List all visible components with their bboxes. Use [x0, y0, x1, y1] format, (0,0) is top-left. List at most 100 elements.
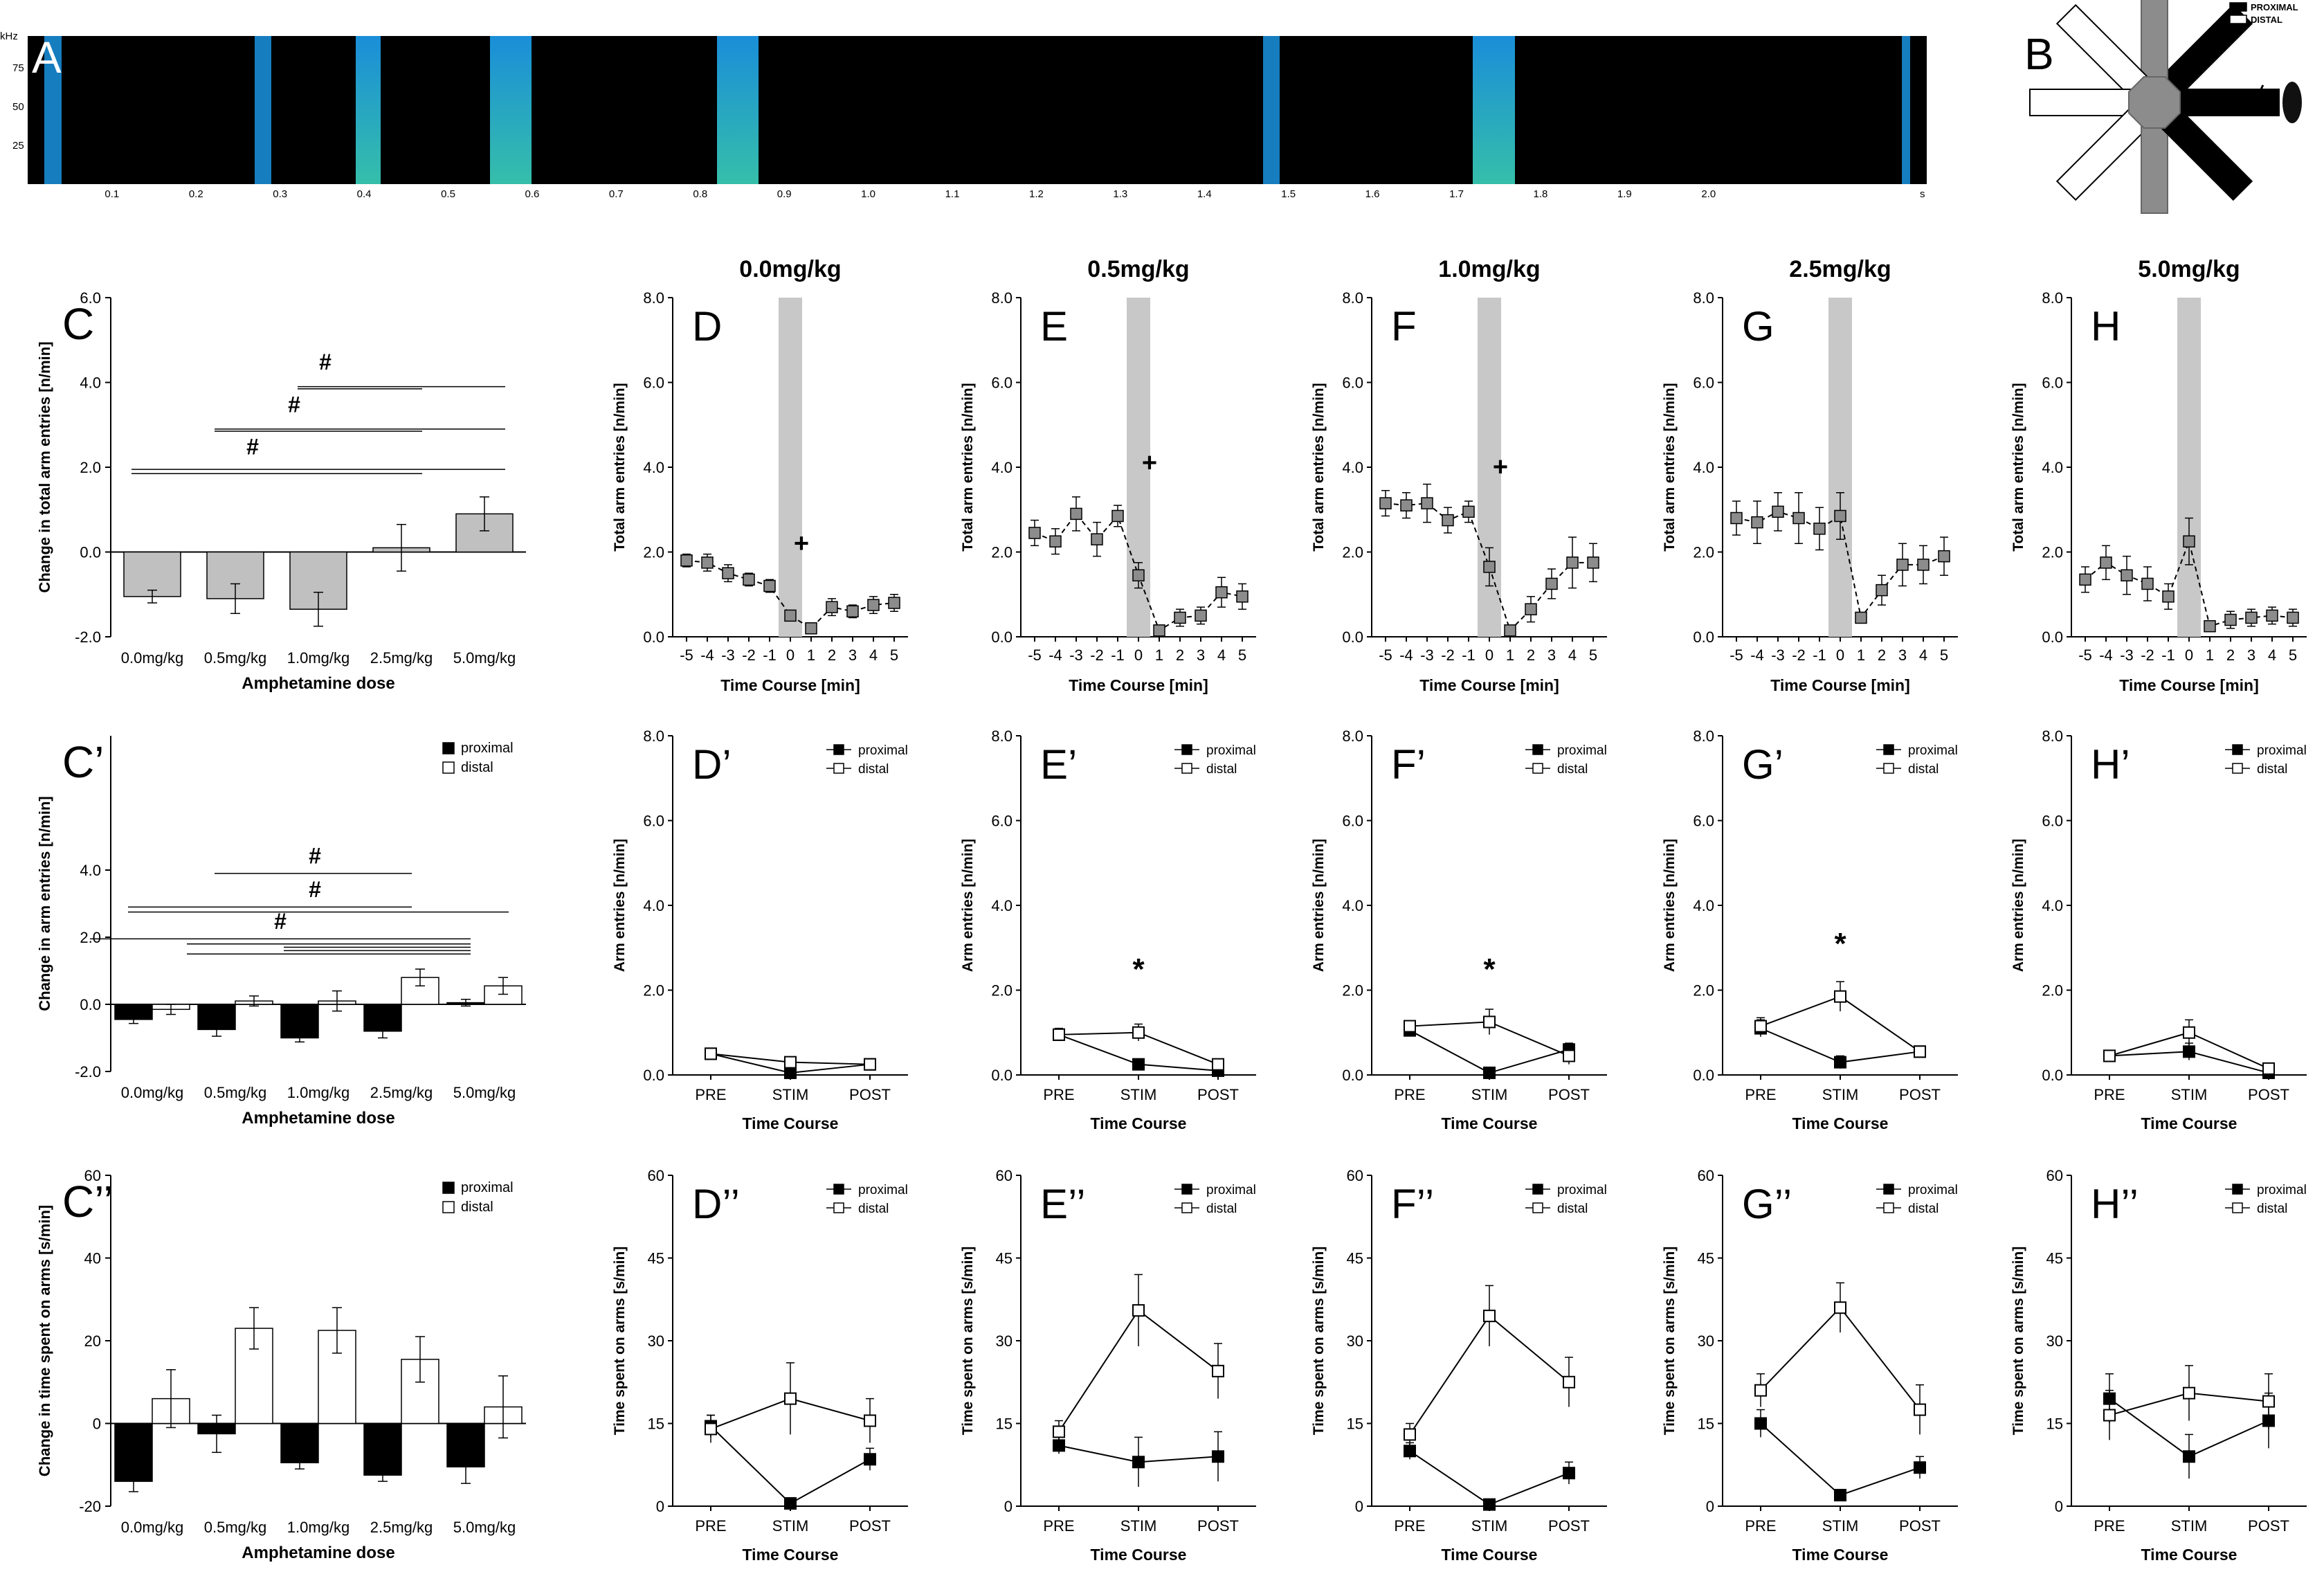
- x-axis-label: Time Course: [1091, 1114, 1187, 1132]
- data-point: [1483, 1498, 1496, 1511]
- panel-letter: H’’: [2091, 1181, 2139, 1227]
- data-point: [1938, 550, 1950, 563]
- legend-swatch: [442, 1201, 455, 1213]
- significance-mark: #: [309, 843, 321, 868]
- column-title: 0.5mg/kg: [1087, 256, 1189, 282]
- significance-mark: *: [1132, 952, 1145, 986]
- x-tick-label: 1: [1857, 646, 1865, 664]
- legend-label: distal: [1557, 762, 1588, 777]
- x-tick-label: STIM: [772, 1517, 809, 1535]
- y-tick-label: 0: [1004, 1498, 1013, 1515]
- bar: [280, 1004, 319, 1039]
- y-tick-label: 6.0: [1693, 374, 1714, 392]
- legend-swatch: [442, 1182, 455, 1194]
- y-tick-label: 8.0: [643, 289, 664, 307]
- spectrogram-burst: [1473, 36, 1516, 184]
- legend-marker: [1883, 1202, 1894, 1213]
- x-tick-label: 0.0mg/kg: [121, 1084, 184, 1101]
- x-tick-label: -5: [1730, 646, 1743, 664]
- spectrogram-x-tick: 0.1: [105, 188, 120, 200]
- data-point: [1772, 505, 1784, 518]
- y-axis-label: Time spent on arms [s/min]: [2010, 1247, 2026, 1436]
- x-tick-label: -4: [2099, 646, 2113, 664]
- legend-label: distal: [858, 762, 889, 777]
- y-tick-label: 2.0: [1342, 544, 1363, 561]
- panel-letter: F: [1391, 303, 1417, 350]
- legend-label: proximal: [461, 1180, 514, 1195]
- spectrogram-burst: [44, 36, 62, 184]
- significance-mark: #: [309, 877, 321, 902]
- data-point: [1834, 509, 1846, 523]
- x-tick-label: PRE: [1394, 1086, 1425, 1103]
- y-tick-label: -2.0: [75, 1063, 101, 1080]
- x-tick-label: 0.5mg/kg: [204, 1084, 267, 1101]
- y-tick-label: 2.0: [2042, 982, 2063, 999]
- spectrogram-x-tick: 1.0: [861, 188, 876, 200]
- spectrogram-x-tick: 0.6: [525, 188, 540, 200]
- y-axis-label: Change in total arm entries [n/min]: [36, 341, 53, 592]
- x-axis-label: Time Course [min]: [1069, 676, 1208, 694]
- data-point: [784, 1056, 797, 1069]
- legend-marker: [2232, 744, 2243, 755]
- data-point: [1566, 557, 1579, 569]
- y-tick-label: 2.0: [643, 544, 664, 561]
- x-tick-label: -1: [1813, 646, 1826, 664]
- legend-label: distal: [461, 1200, 493, 1215]
- x-axis-label: Amphetamine dose: [242, 674, 394, 693]
- maze-arm-rect: [2055, 107, 2150, 201]
- data-point: [1563, 1375, 1575, 1388]
- x-tick-label: -4: [1048, 646, 1062, 664]
- data-point: [784, 1392, 797, 1405]
- legend-marker: [2232, 1184, 2243, 1195]
- legend-label: distal: [1908, 1202, 1939, 1216]
- y-tick-label: 30: [996, 1332, 1013, 1350]
- x-axis-label: Time Course: [2141, 1546, 2237, 1564]
- x-tick-label: 0.0mg/kg: [121, 649, 184, 667]
- data-point: [1834, 1301, 1846, 1314]
- x-tick-label: -3: [1771, 646, 1785, 664]
- x-tick-label: STIM: [2171, 1517, 2208, 1535]
- y-tick-label: 8.0: [2042, 289, 2063, 307]
- data-point: [2183, 1045, 2195, 1058]
- spectrogram-x-tick: 0.7: [608, 188, 624, 200]
- data-point: [1855, 611, 1867, 624]
- data-point: [1153, 624, 1165, 637]
- y-axis-label: Change in arm entries [n/min]: [36, 796, 53, 1011]
- y-tick-label: 8.0: [1693, 289, 1714, 307]
- y-tick-label: 45: [648, 1250, 664, 1267]
- legend-marker: [1532, 1202, 1543, 1213]
- y-tick-label: 0.0: [643, 628, 664, 646]
- y-tick-label: 0: [1355, 1498, 1363, 1515]
- y-tick-label: 4.0: [991, 459, 1013, 476]
- x-tick-label: 0: [2185, 646, 2193, 664]
- legend-swatch: [442, 742, 455, 754]
- spectrogram-burst: [716, 36, 759, 184]
- data-point: [743, 573, 755, 586]
- data-point: [1212, 1450, 1224, 1463]
- significance-mark: +: [1142, 449, 1157, 478]
- y-tick-label: 15: [1698, 1415, 1714, 1433]
- x-tick-label: POST: [2248, 1086, 2289, 1103]
- data-point: [1525, 603, 1537, 615]
- data-point: [1754, 1384, 1767, 1397]
- spectrogram-x-tick: 2.0: [1701, 188, 1716, 200]
- y-axis-label: Time spent on arms [s/min]: [1662, 1247, 1678, 1436]
- panel-letter-b: B: [2024, 29, 2054, 79]
- y-axis-label: Time spent on arms [s/min]: [612, 1247, 628, 1436]
- x-tick-label: PRE: [695, 1086, 726, 1103]
- data-point: [1483, 1015, 1496, 1029]
- y-axis-label: Change in time spent on arms [s/min]: [36, 1205, 53, 1476]
- data-point: [2103, 1409, 2116, 1422]
- data-point: [1914, 1461, 1926, 1474]
- x-tick-label: -2: [1090, 646, 1104, 664]
- data-point: [1442, 514, 1454, 527]
- y-tick-label: 60: [648, 1167, 664, 1184]
- panel-letter: D: [692, 303, 722, 350]
- y-tick-label: 2.0: [2042, 544, 2063, 561]
- x-tick-label: 3: [2247, 646, 2255, 664]
- x-tick-label: 1.0mg/kg: [287, 1084, 350, 1101]
- x-axis-label: Time Course: [1792, 1546, 1889, 1564]
- x-tick-label: -1: [1111, 646, 1125, 664]
- spectrogram-x-tick: 1.8: [1533, 188, 1548, 200]
